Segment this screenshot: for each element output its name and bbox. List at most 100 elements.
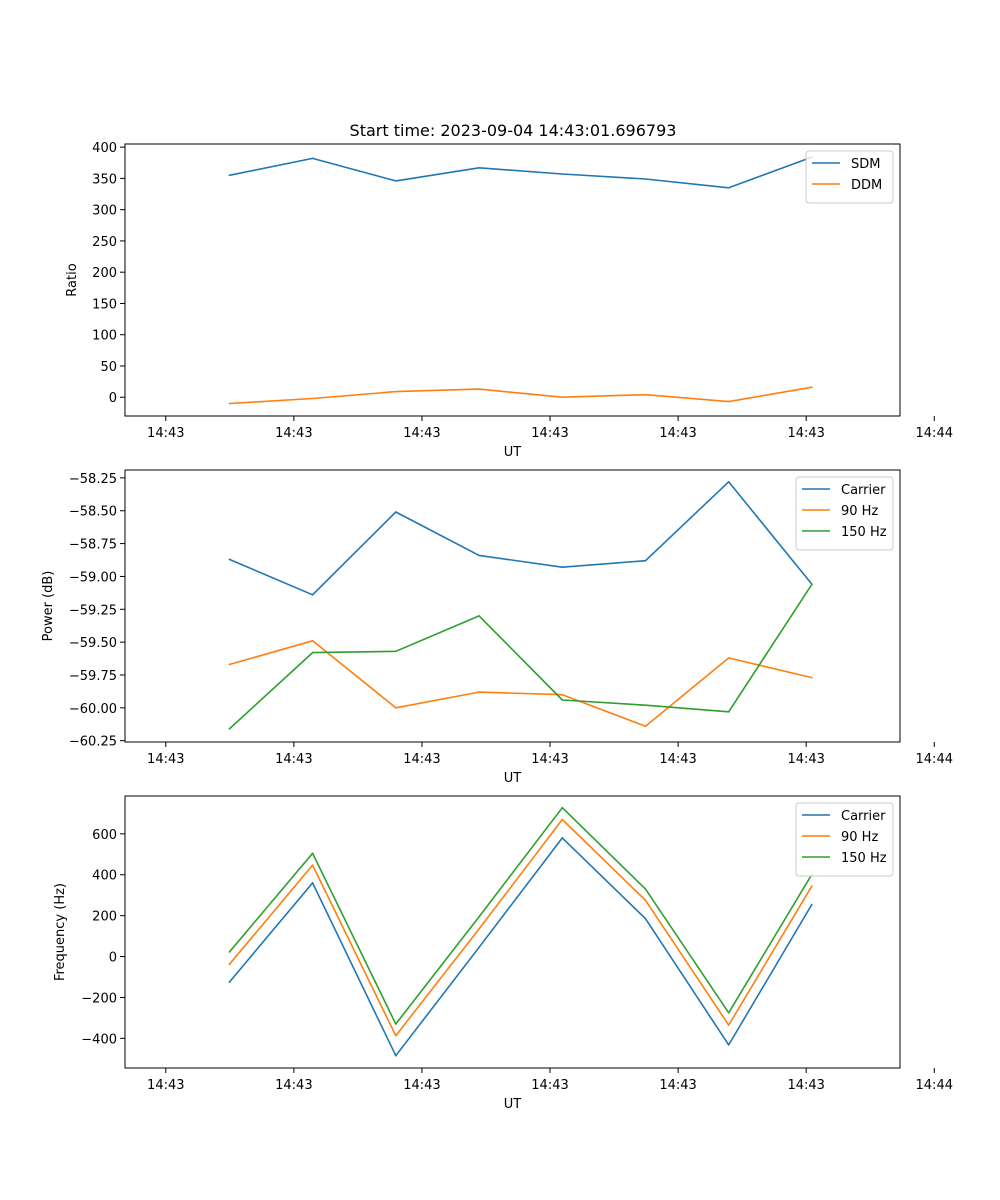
data-point bbox=[478, 615, 480, 617]
axes-frame bbox=[124, 143, 901, 417]
data-point bbox=[811, 885, 813, 887]
data-point bbox=[644, 178, 647, 180]
chart-title: Start time: 2023-09-04 14:43:01.696793 bbox=[350, 121, 677, 140]
data-point bbox=[478, 166, 480, 169]
data-point bbox=[478, 946, 480, 949]
legend-label: 150 Hz bbox=[841, 851, 887, 866]
data-point bbox=[644, 888, 647, 890]
data-point bbox=[727, 1044, 730, 1046]
data-point bbox=[811, 676, 813, 679]
y-tick-label: 400 bbox=[92, 869, 117, 884]
y-tick-label: 100 bbox=[92, 329, 117, 344]
data-point bbox=[811, 903, 813, 906]
data-point bbox=[644, 725, 647, 728]
data-point bbox=[395, 1034, 397, 1037]
x-tick-label: 14:43 bbox=[403, 1078, 440, 1093]
y-tick-label: 400 bbox=[92, 141, 117, 156]
series-line-carrier bbox=[228, 837, 813, 1057]
panel-2: 14:43 14:43 14:43 14:43 14:43 14:43 14:44 −60.2… bbox=[41, 469, 953, 786]
data-point bbox=[644, 704, 647, 707]
data-point bbox=[395, 650, 397, 653]
y-axis-label: Power (dB) bbox=[41, 571, 56, 642]
y-tick-label: 200 bbox=[92, 910, 117, 925]
series-line-90-hz bbox=[228, 818, 813, 1037]
data-point bbox=[561, 396, 564, 399]
x-tick-label: 14:43 bbox=[531, 426, 568, 441]
x-tick-label: 14:44 bbox=[916, 1078, 953, 1093]
y-tick-label: 300 bbox=[92, 204, 117, 219]
x-tick-label: 14:43 bbox=[147, 752, 184, 767]
data-point bbox=[228, 963, 231, 966]
data-point bbox=[561, 818, 564, 821]
y-tick-label: −58.50 bbox=[69, 505, 117, 520]
data-point bbox=[311, 397, 314, 400]
x-axis-label: UT bbox=[504, 1097, 522, 1112]
data-point bbox=[311, 651, 314, 654]
y-tick-label: −59.75 bbox=[69, 669, 117, 684]
y-tick-label: −60.25 bbox=[69, 735, 117, 750]
data-point bbox=[727, 481, 730, 483]
y-tick-label: 150 bbox=[92, 297, 117, 312]
y-tick-label: −58.25 bbox=[69, 472, 117, 487]
data-point bbox=[561, 699, 564, 701]
x-tick-label: 14:43 bbox=[275, 1078, 312, 1093]
y-tick-label: 0 bbox=[109, 391, 117, 406]
y-tick-label: −59.50 bbox=[69, 636, 117, 651]
data-point bbox=[228, 558, 231, 561]
data-point bbox=[644, 393, 647, 396]
x-tick-label: 14:43 bbox=[147, 426, 184, 441]
data-point bbox=[727, 657, 730, 659]
x-tick-label: 14:43 bbox=[147, 1078, 184, 1093]
axes-frame bbox=[124, 469, 901, 743]
x-tick-label: 14:43 bbox=[403, 426, 440, 441]
data-point bbox=[311, 882, 314, 884]
data-point bbox=[395, 1023, 397, 1025]
y-tick-label: −58.75 bbox=[69, 538, 117, 553]
legend-label: DDM bbox=[851, 178, 882, 193]
panels: 14:43 14:43 14:43 14:43 14:43 14:43 14:44 0 50 10… bbox=[41, 141, 953, 1112]
x-tick-label: 14:43 bbox=[659, 426, 696, 441]
legend-label: 150 Hz bbox=[841, 525, 887, 540]
y-tick-label: −400 bbox=[81, 1032, 117, 1047]
x-tick-label: 14:43 bbox=[659, 1078, 696, 1093]
y-tick-label: 250 bbox=[92, 235, 117, 250]
legend-label: Carrier bbox=[841, 483, 886, 498]
data-point bbox=[228, 951, 231, 953]
data-point bbox=[727, 186, 730, 189]
data-point bbox=[311, 640, 314, 642]
data-point bbox=[727, 400, 730, 403]
y-tick-label: −200 bbox=[81, 991, 117, 1006]
data-point bbox=[727, 710, 730, 713]
x-tick-label: 14:43 bbox=[787, 1078, 824, 1093]
y-tick-label: 50 bbox=[100, 360, 117, 375]
data-point bbox=[228, 174, 231, 177]
data-point bbox=[395, 707, 397, 709]
data-point bbox=[478, 554, 480, 557]
x-tick-label: 14:43 bbox=[531, 752, 568, 767]
legend-label: SDM bbox=[851, 157, 880, 172]
data-point bbox=[395, 511, 397, 513]
legend: SDM DDM bbox=[805, 150, 894, 204]
data-point bbox=[644, 559, 647, 562]
x-tick-label: 14:44 bbox=[916, 426, 953, 441]
x-tick-label: 14:43 bbox=[403, 752, 440, 767]
series-line-150-hz bbox=[228, 806, 813, 1025]
legend-label: 90 Hz bbox=[841, 830, 878, 845]
data-point bbox=[561, 566, 564, 569]
x-axis-label: UT bbox=[504, 445, 522, 460]
data-point bbox=[478, 388, 480, 390]
data-point bbox=[561, 806, 564, 809]
y-tick-label: −59.25 bbox=[69, 603, 117, 618]
x-tick-label: 14:43 bbox=[275, 426, 312, 441]
data-point bbox=[311, 157, 314, 160]
x-axis-label: UT bbox=[504, 771, 522, 786]
series-line-ddm bbox=[229, 386, 813, 405]
x-tick-label: 14:43 bbox=[275, 752, 312, 767]
x-tick-label: 14:43 bbox=[787, 426, 824, 441]
y-tick-label: 0 bbox=[109, 951, 117, 966]
data-point bbox=[228, 663, 231, 666]
data-point bbox=[644, 899, 647, 902]
x-tick-label: 14:43 bbox=[787, 752, 824, 767]
y-axis-label: Frequency (Hz) bbox=[53, 883, 68, 981]
y-tick-label: 600 bbox=[92, 828, 117, 843]
